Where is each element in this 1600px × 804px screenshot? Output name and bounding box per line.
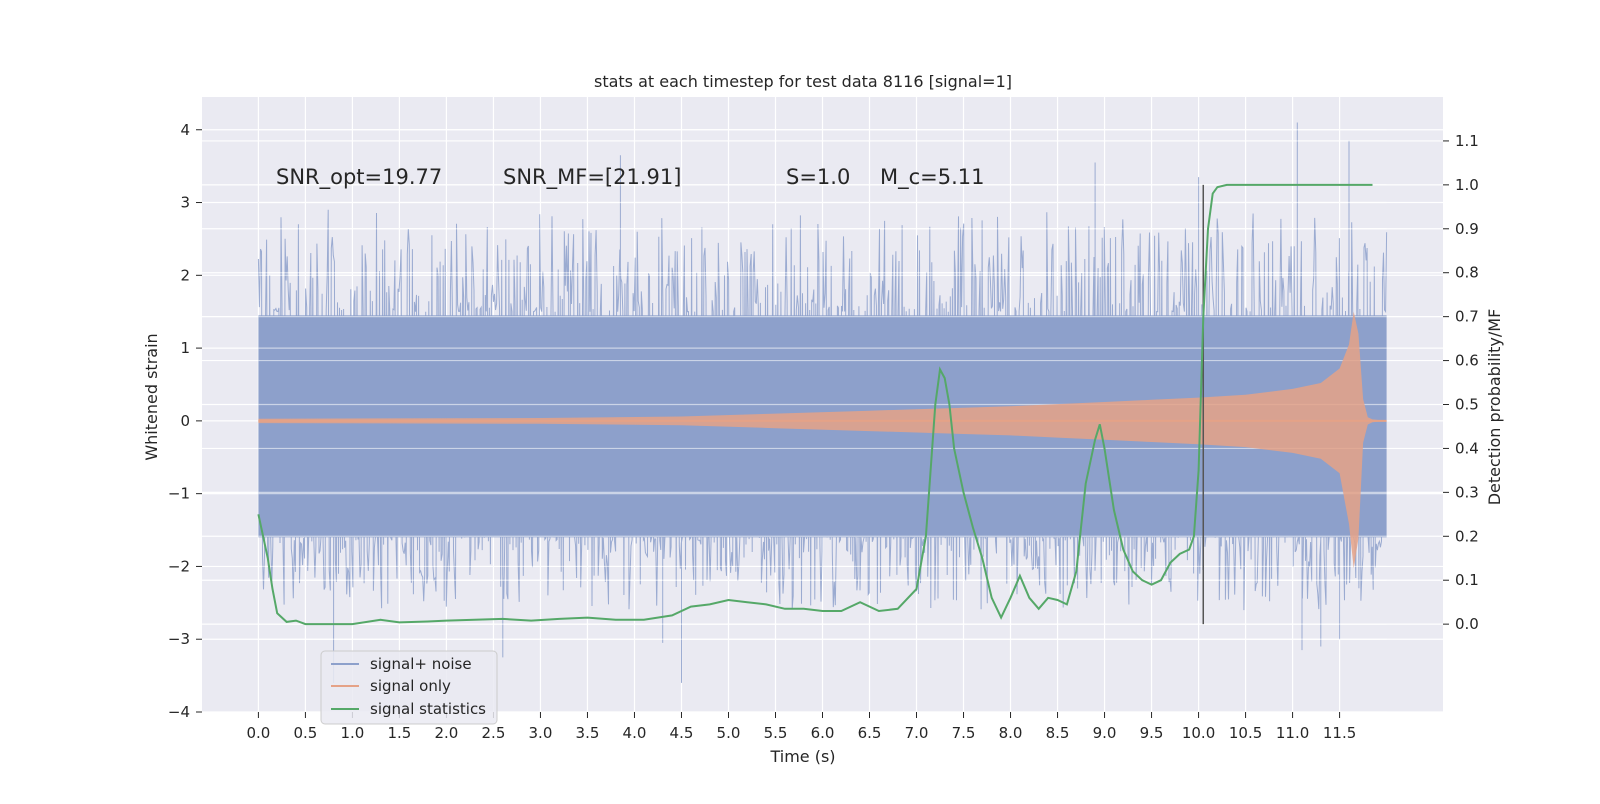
x-axis-label: Time (s) [769, 747, 835, 766]
legend-label-statistics: signal statistics [370, 700, 486, 718]
y-axis-right-label: Detection probability/MF [1485, 309, 1504, 506]
y-right-tick-label: 1.0 [1455, 176, 1479, 194]
signal-statistics-line [257, 183, 1373, 626]
legend-box [320, 650, 498, 725]
snr-opt-annotation: SNR_opt=19.77 [276, 165, 442, 190]
y-right-tick-label: 0.4 [1455, 439, 1479, 457]
y-left-tick-label: −1 [168, 485, 190, 503]
y-axis-left: 4 3 2 1 0 −1 −2 −3 −4 [168, 121, 202, 721]
x-tick-label: 3.0 [529, 724, 553, 742]
x-tick-label: 10.0 [1182, 724, 1215, 742]
y-right-tick-label: 0.0 [1455, 615, 1479, 633]
y-right-tick-label: 1.1 [1455, 132, 1479, 150]
y-right-tick-label: 0.2 [1455, 527, 1479, 545]
y-right-tick-label: 0.7 [1455, 308, 1479, 326]
annotations: SNR_opt=19.77 SNR_MF=[21.91] S=1.0 M_c=5… [276, 165, 985, 190]
signal-statistics-series [257, 183, 1373, 626]
x-tick-label: 11.0 [1276, 724, 1309, 742]
y-axis-right: 1.1 1.0 0.9 0.8 0.7 0.6 0.5 0.4 0.3 0.2 0.1 0.0 [1443, 132, 1479, 633]
x-tick-label: 2.0 [435, 724, 459, 742]
x-tick-label: 4.5 [670, 724, 694, 742]
snr-mf-annotation: SNR_MF=[21.91] [503, 165, 681, 190]
y-left-tick-label: −4 [168, 703, 190, 721]
x-tick-label: 4.0 [623, 724, 647, 742]
signal-only-area [258, 311, 1387, 569]
y-left-tick-label: −3 [168, 630, 190, 648]
x-tick-label: 11.5 [1323, 724, 1356, 742]
legend: signal+ noise signal only signal statist… [320, 650, 498, 725]
y-left-tick-label: 1 [180, 339, 190, 357]
x-tick-label: 3.5 [576, 724, 600, 742]
x-tick-label: 6.0 [811, 724, 835, 742]
x-tick-label: 0.5 [293, 724, 317, 742]
x-tick-label: 2.5 [482, 724, 506, 742]
y-left-tick-label: 0 [180, 412, 190, 430]
y-right-tick-label: 0.3 [1455, 483, 1479, 501]
x-tick-label: 8.0 [999, 724, 1023, 742]
x-tick-label: 5.5 [764, 724, 788, 742]
s-annotation: S=1.0 [786, 165, 850, 189]
mc-annotation: M_c=5.11 [880, 165, 985, 190]
y-right-tick-label: 0.9 [1455, 220, 1479, 238]
grid-overlay [258, 129, 1387, 713]
y-left-tick-label: 4 [180, 121, 190, 139]
y-right-tick-label: 0.1 [1455, 571, 1479, 589]
x-tick-label: 9.5 [1140, 724, 1164, 742]
chart-title: stats at each timestep for test data 811… [594, 72, 1012, 91]
y-right-tick-label: 0.5 [1455, 396, 1479, 414]
legend-label-noise: signal+ noise [370, 655, 472, 673]
legend-label-signal: signal only [370, 677, 451, 695]
x-tick-label: 1.5 [388, 724, 412, 742]
x-tick-label: 7.0 [905, 724, 929, 742]
y-left-tick-label: 2 [180, 266, 190, 284]
y-right-tick-label: 0.6 [1455, 352, 1479, 370]
x-tick-label: 10.5 [1229, 724, 1262, 742]
signal-only-series [258, 311, 1387, 569]
y-right-tick-label: 0.8 [1455, 264, 1479, 282]
y-left-tick-label: 3 [180, 194, 190, 212]
x-tick-label: 5.0 [717, 724, 741, 742]
y-left-tick-label: −2 [168, 557, 190, 575]
x-tick-label: 7.5 [952, 724, 976, 742]
x-tick-label: 9.0 [1093, 724, 1117, 742]
x-tick-label: 6.5 [858, 724, 882, 742]
x-axis: 0.0 0.5 1.0 1.5 2.0 2.5 3.0 3.5 4.0 4.5 5.0 5.5 6.0 6… [246, 712, 1356, 742]
y-axis-left-label: Whitened strain [142, 333, 161, 460]
x-tick-label: 0.0 [246, 724, 270, 742]
x-tick-label: 1.0 [340, 724, 364, 742]
x-tick-label: 8.5 [1046, 724, 1070, 742]
